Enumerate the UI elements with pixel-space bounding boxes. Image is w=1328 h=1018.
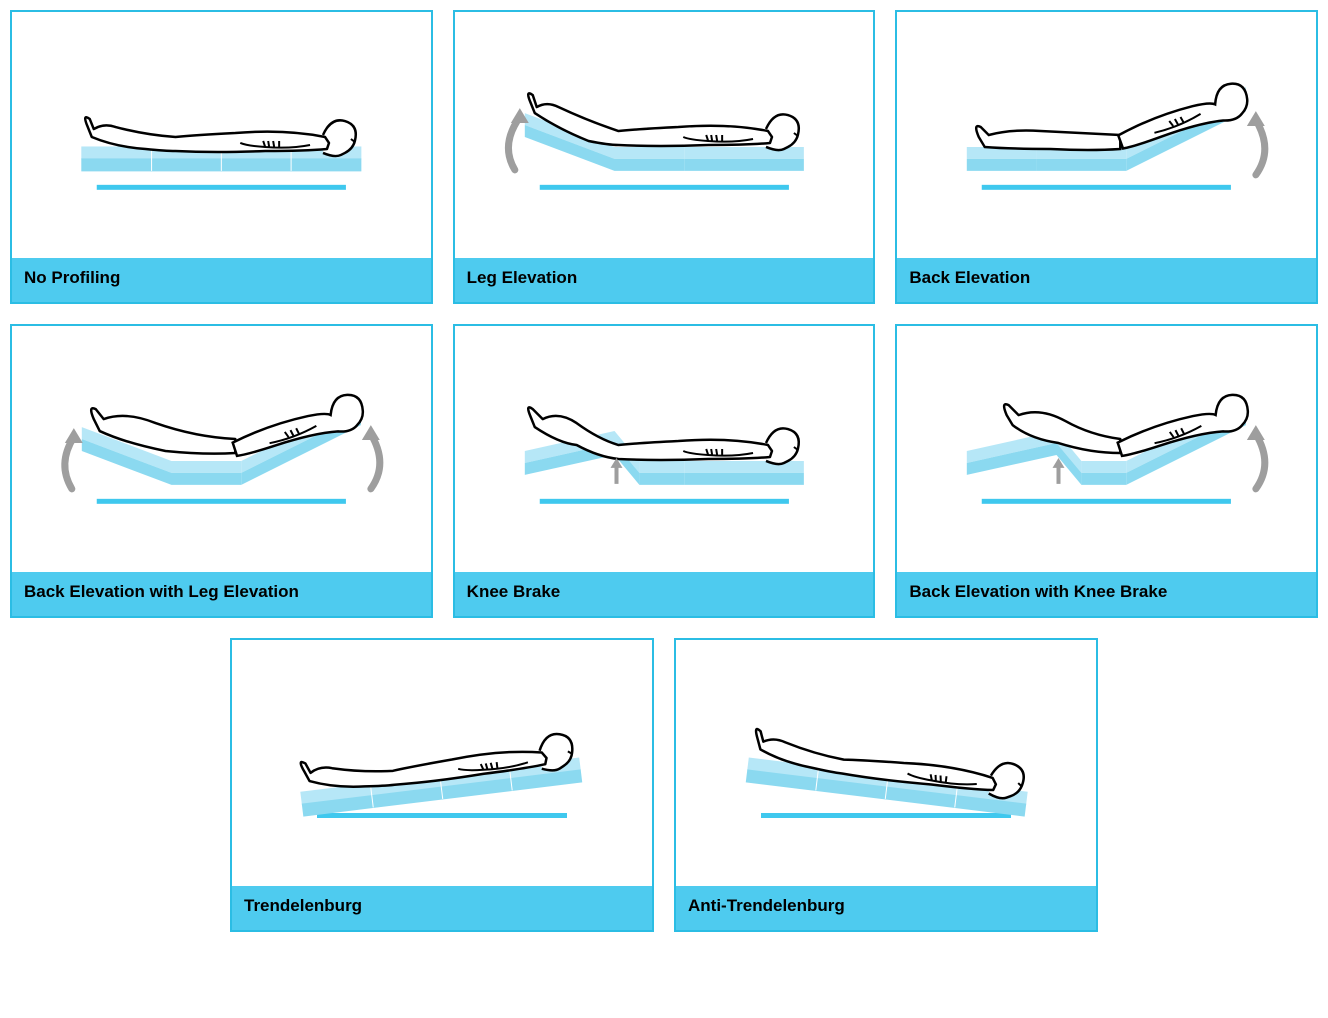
position-label-leg-elevation: Leg Elevation xyxy=(455,258,874,302)
position-card-back-elevation: Back Elevation xyxy=(895,10,1318,304)
position-card-knee-brake: Knee Brake xyxy=(453,324,876,618)
position-diagram-back-knee-brake xyxy=(897,326,1316,572)
position-diagram-back-elevation xyxy=(897,12,1316,258)
position-label-no-profiling: No Profiling xyxy=(12,258,431,302)
position-diagram-leg-elevation xyxy=(455,12,874,258)
position-label-back-knee-brake: Back Elevation with Knee Brake xyxy=(897,572,1316,616)
position-card-no-profiling: No Profiling xyxy=(10,10,433,304)
position-label-back-elevation: Back Elevation xyxy=(897,258,1316,302)
position-label-trendelenburg: Trendelenburg xyxy=(232,886,652,930)
position-diagram-no-profiling xyxy=(12,12,431,258)
position-label-anti-trendelenburg: Anti-Trendelenburg xyxy=(676,886,1096,930)
position-card-back-knee-brake: Back Elevation with Knee Brake xyxy=(895,324,1318,618)
position-diagram-back-leg-elevation xyxy=(12,326,431,572)
position-card-anti-trendelenburg: Anti-Trendelenburg xyxy=(674,638,1098,932)
position-card-leg-elevation: Leg Elevation xyxy=(453,10,876,304)
position-label-back-leg-elevation: Back Elevation with Leg Elevation xyxy=(12,572,431,616)
position-label-knee-brake: Knee Brake xyxy=(455,572,874,616)
position-card-trendelenburg: Trendelenburg xyxy=(230,638,654,932)
position-diagram-anti-trendelenburg xyxy=(676,640,1096,886)
position-diagram-trendelenburg xyxy=(232,640,652,886)
position-card-back-leg-elevation: Back Elevation with Leg Elevation xyxy=(10,324,433,618)
position-diagram-knee-brake xyxy=(455,326,874,572)
